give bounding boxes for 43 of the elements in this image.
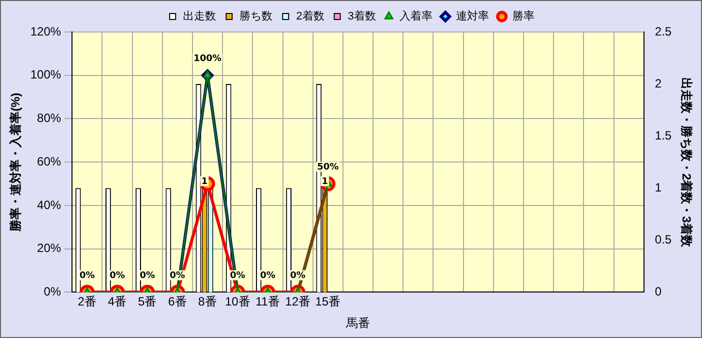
x-tick-label: 5番	[138, 294, 157, 309]
y-axis-title: 勝率・連対率・入着率(%)	[8, 92, 23, 232]
data-label: 0%	[110, 271, 125, 282]
x-tick-label: 4番	[108, 294, 127, 309]
data-label: 50%	[317, 162, 339, 173]
y2-tick-label: 0	[654, 284, 662, 299]
legend-label: 入着率	[399, 10, 432, 23]
y-tick-label: 100%	[30, 68, 62, 82]
y-tick-label: 120%	[30, 24, 62, 38]
y2-tick-label: 1	[654, 180, 662, 194]
y-tick-label: 40%	[37, 198, 62, 212]
x-tick-label: 15番	[315, 294, 341, 309]
x-tick-label: 12番	[285, 294, 310, 309]
x-tick-label: 6番	[168, 294, 187, 309]
x-tick-label: 8番	[198, 294, 217, 309]
legend-label: 勝ち数	[240, 10, 273, 23]
legend-label: 出走数	[183, 10, 216, 23]
x-tick-label: 10番	[224, 294, 250, 309]
y2-tick-label: 0.5	[654, 232, 672, 246]
legend-label: 2着数	[296, 10, 324, 23]
data-label: 1	[201, 176, 208, 187]
x-tick-label: 2番	[78, 294, 96, 309]
data-label: 100%	[194, 54, 222, 64]
y-tick-label: 0%	[44, 284, 62, 299]
y-tick-label: 60%	[37, 154, 62, 168]
y-tick-label: 80%	[37, 111, 62, 126]
data-label: 0%	[80, 271, 95, 282]
x-tick-label: 11番	[255, 294, 280, 309]
y-tick-label: 20%	[37, 241, 62, 256]
data-label: 0%	[170, 271, 186, 282]
data-label: 0%	[140, 271, 155, 282]
y2-tick-label: 1.5	[654, 128, 672, 142]
y2-axis-title: 出走数・勝ち数・2着数・3着数	[679, 77, 694, 248]
data-label: 0%	[290, 271, 306, 282]
y2-tick-label: 2.5	[654, 24, 672, 38]
legend-label: 勝率	[512, 10, 534, 23]
y2-tick-label: 2	[654, 76, 662, 90]
data-label: 1	[322, 176, 328, 187]
x-axis-title: 馬番	[345, 316, 370, 330]
legend-label: 連対率	[456, 10, 489, 23]
data-label: 0%	[230, 271, 246, 282]
data-label: 0%	[260, 271, 276, 282]
legend-label: 3着数	[348, 10, 376, 23]
